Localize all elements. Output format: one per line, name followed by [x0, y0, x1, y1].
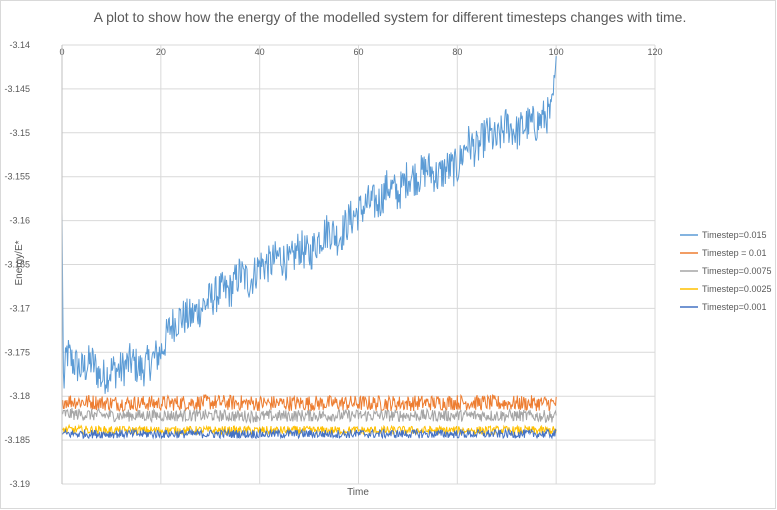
series-lines — [61, 56, 557, 440]
x-tick-label: 80 — [452, 47, 462, 57]
x-tick-label: 40 — [255, 47, 265, 57]
x-tick-label: 20 — [156, 47, 166, 57]
y-tick-label: -3.185 — [4, 435, 30, 445]
axes: -3.14 -3.145 -3.15 -3.155 -3.16 -3.165 -3.17 -3… — [4, 40, 662, 489]
series-line-0 — [61, 56, 557, 394]
y-tick-label: -3.16 — [9, 216, 30, 226]
legend-label: Timestep=0.0075 — [702, 266, 771, 276]
series-line-2 — [62, 407, 557, 425]
y-tick-label: -3.15 — [9, 128, 30, 138]
y-tick-label: -3.145 — [4, 84, 30, 94]
y-axis-title: Energy/E* — [14, 240, 25, 285]
legend: Timestep=0.015 Timestep = 0.01 Timestep=0.… — [680, 230, 771, 312]
x-tick-label: 60 — [353, 47, 363, 57]
y-tick-label: -3.14 — [9, 40, 30, 50]
legend-label: Timestep=0.0025 — [702, 284, 771, 294]
y-tick-label: -3.18 — [9, 391, 30, 401]
x-tick-label: 100 — [549, 47, 564, 57]
x-axis-title: Time — [347, 487, 369, 498]
x-tick-label: 120 — [647, 47, 662, 57]
y-tick-label: -3.175 — [4, 347, 30, 357]
series-line-1 — [62, 393, 557, 413]
legend-label: Timestep=0.001 — [702, 302, 766, 312]
series-line-4 — [62, 427, 557, 440]
legend-label: Timestep=0.015 — [702, 230, 766, 240]
y-tick-label: -3.19 — [9, 479, 30, 489]
legend-label: Timestep = 0.01 — [702, 248, 766, 258]
y-tick-label: -3.165 — [4, 260, 30, 270]
chart-title: A plot to show how the energy of the mod… — [94, 9, 687, 25]
y-tick-label: -3.155 — [4, 172, 30, 182]
y-tick-label: -3.17 — [9, 303, 30, 313]
